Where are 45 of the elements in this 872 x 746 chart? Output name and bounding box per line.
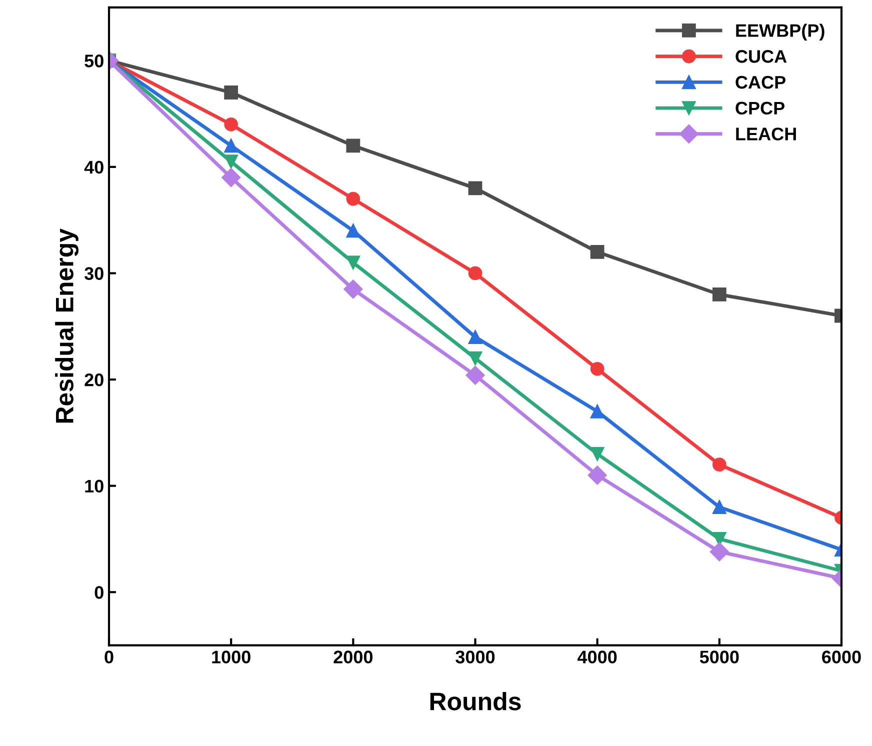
point (222, 168, 241, 188)
point (346, 256, 360, 270)
point (224, 138, 238, 153)
legend-label: CUCA (736, 50, 787, 63)
point (466, 366, 485, 385)
point (590, 362, 604, 376)
legend-label: CACP (736, 76, 786, 89)
point (712, 532, 726, 546)
y-tick-label: 50 (84, 54, 104, 68)
point (346, 224, 360, 238)
x-tick-label: 1000 (212, 650, 250, 664)
legend-label: LEACH (736, 128, 796, 140)
point (590, 245, 604, 259)
point (224, 154, 238, 169)
point (590, 404, 604, 418)
x-tick-label: 2000 (334, 650, 373, 664)
y-tick-label: 10 (85, 480, 104, 493)
x-tick-label: 5000 (700, 650, 739, 664)
point (468, 266, 482, 280)
point (588, 466, 607, 485)
x-tick-label: 4000 (578, 650, 617, 664)
point (712, 288, 726, 302)
x-tick-label: 0 (104, 650, 114, 664)
point (224, 117, 238, 132)
point (712, 458, 726, 472)
point (590, 446, 604, 461)
point (468, 181, 482, 196)
point (344, 280, 363, 299)
point (224, 86, 238, 100)
point (346, 192, 360, 206)
legend-label: CPCP (736, 102, 784, 115)
legend-label: EEWBP(P) (736, 24, 824, 41)
y-tick-label: 30 (84, 267, 104, 280)
y-tick-label: 40 (84, 160, 104, 174)
x-tick-label: 6000 (822, 650, 861, 664)
point (468, 351, 482, 366)
y-tick-label: 20 (84, 373, 104, 386)
point (712, 500, 726, 514)
point (346, 138, 360, 153)
x-tick-label: 3000 (456, 650, 495, 664)
point (468, 330, 482, 344)
point (710, 542, 729, 562)
y-tick-label: 0 (94, 586, 104, 599)
y-axis-title: Residual Energy (55, 228, 78, 423)
x-axis-title: Rounds (430, 692, 521, 710)
